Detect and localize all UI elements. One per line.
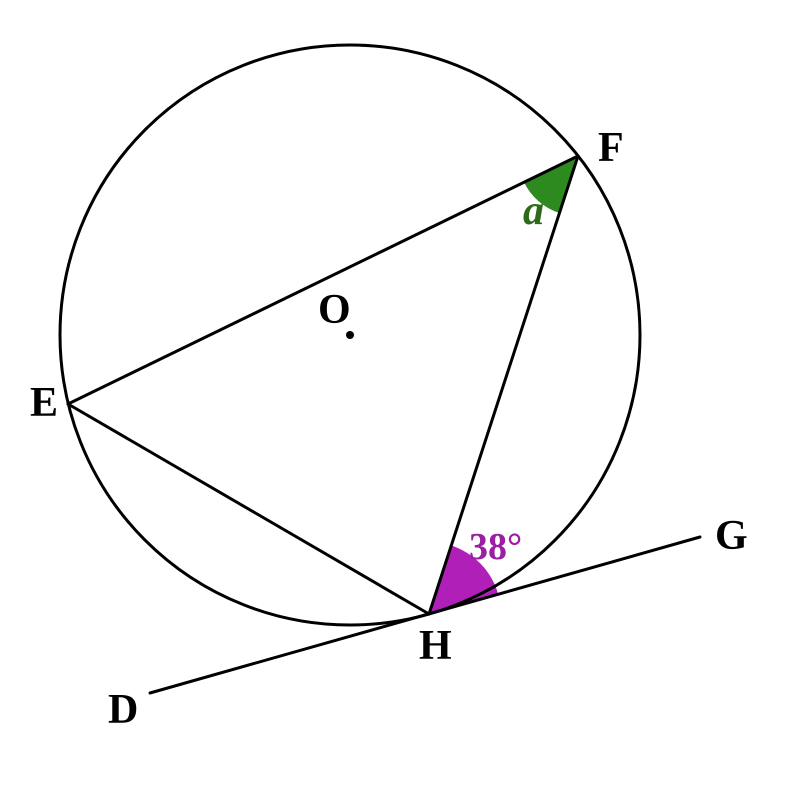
chord-ef	[68, 156, 578, 404]
tangent-dg	[150, 537, 700, 693]
label-f: F	[598, 125, 624, 171]
label-h: H	[419, 623, 452, 669]
label-o: O	[318, 287, 351, 333]
chord-eh	[68, 404, 429, 614]
label-e: E	[30, 380, 58, 426]
label-d: D	[108, 687, 138, 733]
angle-label-38: 38°	[469, 526, 522, 568]
geometry-diagram: O F E H G D a 38°	[0, 0, 800, 795]
label-g: G	[715, 513, 748, 559]
angle-label-a: a	[523, 188, 544, 234]
